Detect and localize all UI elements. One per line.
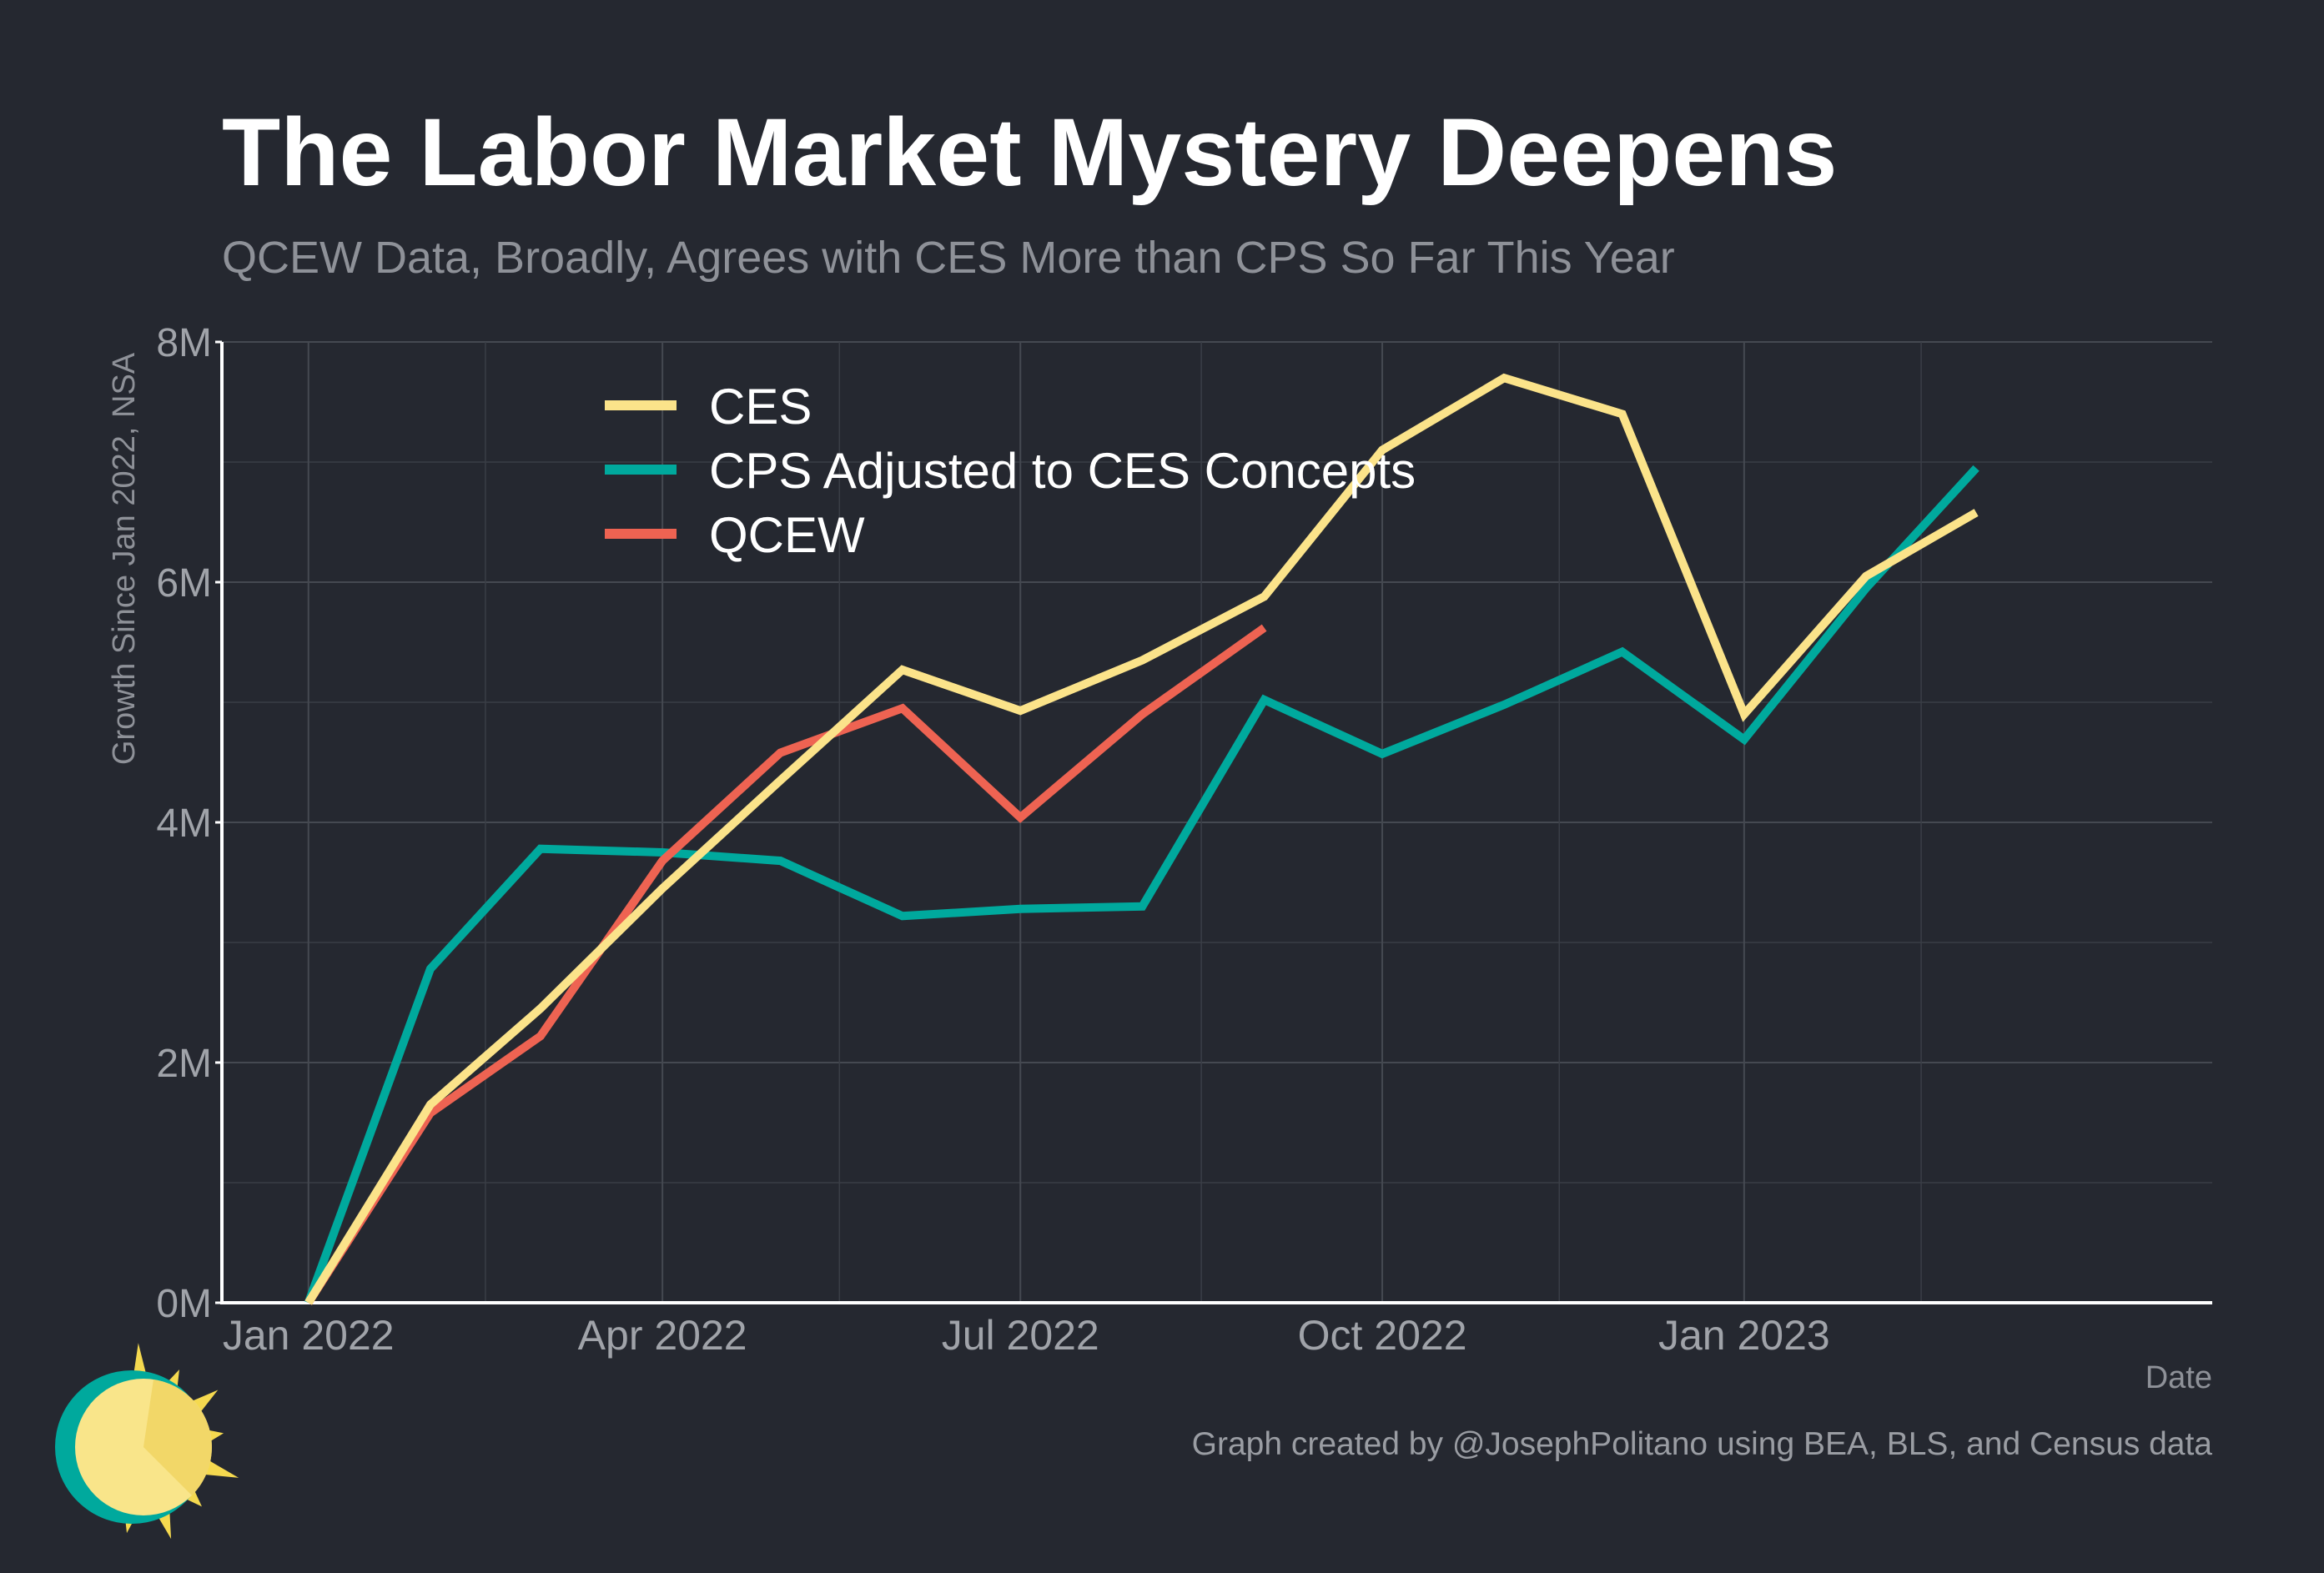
chart-title: The Labor Market Mystery Deepens: [222, 99, 1837, 206]
y-axis-title: Growth Since Jan 2022, NSA: [107, 352, 142, 765]
series-line-qcew: [304, 624, 1267, 1305]
y-tick-label: 0M: [156, 1282, 212, 1326]
x-tick-label: Jan 2023: [1658, 1312, 1830, 1359]
series-line-cps-adjusted-to-ces-concepts: [304, 465, 1979, 1304]
y-tick-label: 4M: [156, 802, 212, 846]
grid: [222, 341, 2212, 1304]
sun-logo-icon: [55, 1343, 239, 1540]
legend-label: QCEW: [709, 507, 865, 563]
legend-label: CPS Adjusted to CES Concepts: [709, 443, 1416, 499]
x-axis-title: Date: [2145, 1360, 2212, 1395]
y-tick-label: 2M: [156, 1042, 212, 1086]
x-tick-label: Apr 2022: [578, 1312, 747, 1359]
y-tick-label: 6M: [156, 561, 212, 606]
x-tick-label: Jan 2022: [223, 1312, 395, 1359]
series-lines: [304, 373, 1979, 1305]
logo-shade: [143, 1380, 212, 1495]
axes: 0M 2M 4M 6M 8M Jan 2022 Apr 2022 Jul 2022 Oct 20…: [156, 321, 2212, 1359]
y-tick-label: 8M: [156, 321, 212, 365]
x-tick-label: Oct 2022: [1298, 1312, 1467, 1359]
x-tick-label: Jul 2022: [942, 1312, 1099, 1359]
series-line-ces: [304, 373, 1979, 1305]
chart-subtitle: QCEW Data, Broadly, Agrees with CES More…: [222, 233, 1675, 283]
chart-caption: Graph created by @JosephPolitano using B…: [1192, 1426, 2213, 1462]
legend-label: CES: [709, 379, 812, 435]
legend: CES CPS Adjusted to CES Concepts QCEW: [605, 379, 1416, 563]
